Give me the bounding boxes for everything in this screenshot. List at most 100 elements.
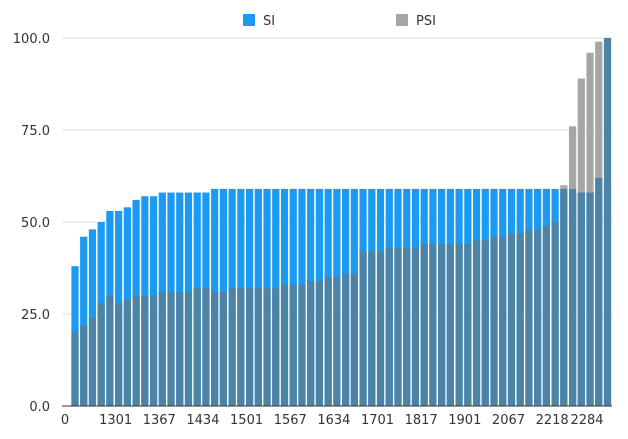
bar-overlap xyxy=(245,288,254,406)
bar-group xyxy=(254,188,262,406)
bar-group xyxy=(342,188,350,406)
bar-overlap xyxy=(586,192,594,406)
bar-overlap xyxy=(158,291,166,406)
bar-overlap xyxy=(394,247,402,406)
bar-overlap xyxy=(88,317,97,406)
bar-overlap xyxy=(307,280,315,406)
bar-overlap xyxy=(507,233,516,406)
bar-group xyxy=(438,188,446,406)
bar-overlap xyxy=(481,240,489,406)
bar-group xyxy=(315,188,324,406)
bar-group xyxy=(394,188,402,406)
bar-overlap xyxy=(132,295,140,406)
bar-group xyxy=(472,188,481,406)
bar-overlap xyxy=(542,225,550,406)
bar-group xyxy=(376,188,385,406)
y-axis: 0.0 25.0 50.0 75.0 100.0 xyxy=(13,32,50,415)
bar-group xyxy=(219,188,228,406)
legend-swatch-psi xyxy=(396,14,408,26)
bar-group xyxy=(359,188,367,406)
bar-overlap xyxy=(376,251,385,406)
bar-overlap xyxy=(472,240,481,406)
bar-si xyxy=(80,236,88,406)
x-tick-label: 2218 xyxy=(536,413,569,428)
bar-overlap xyxy=(106,295,114,406)
bar-overlap xyxy=(385,247,393,406)
bar-group xyxy=(455,188,463,406)
bar-group xyxy=(298,188,306,406)
bar-group xyxy=(228,188,236,406)
bar-group xyxy=(507,188,516,406)
bar-overlap xyxy=(525,229,533,406)
y-tick-label: 75.0 xyxy=(21,124,50,139)
bar-group xyxy=(350,188,358,406)
bar-overlap xyxy=(176,291,184,406)
bar-group xyxy=(411,188,420,406)
bar-overlap xyxy=(228,288,236,406)
bar-group xyxy=(307,188,315,406)
bar-overlap xyxy=(516,233,524,406)
bar-overlap xyxy=(603,38,612,406)
bar-overlap xyxy=(123,299,131,406)
bar-group xyxy=(211,188,219,406)
legend-label-psi: PSI xyxy=(416,14,436,29)
legend-swatch-si xyxy=(243,14,255,26)
bar-group xyxy=(429,188,437,406)
bar-group xyxy=(106,210,114,406)
bar-group xyxy=(577,78,585,406)
bar-group xyxy=(115,210,123,406)
bar-overlap xyxy=(577,192,585,406)
y-tick-label: 100.0 xyxy=(13,32,50,47)
x-tick-label: 1434 xyxy=(186,413,219,428)
bar-overlap xyxy=(272,288,280,406)
x-tick-label: 1701 xyxy=(361,413,394,428)
bar-group xyxy=(534,188,542,406)
bar-overlap xyxy=(298,284,306,406)
bar-overlap xyxy=(263,288,271,406)
bar-group xyxy=(263,188,271,406)
bar-overlap xyxy=(342,273,350,406)
legend-label-si: SI xyxy=(263,14,275,29)
bar-overlap xyxy=(420,244,428,406)
x-tick-label: 2067 xyxy=(492,413,525,428)
bar-overlap xyxy=(202,288,210,406)
bar-overlap xyxy=(568,188,577,406)
x-tick-label: 1301 xyxy=(99,413,132,428)
bar-group xyxy=(403,188,411,406)
bar-group xyxy=(464,188,472,406)
bar-group xyxy=(595,41,603,407)
bar-group xyxy=(167,192,175,406)
bar-overlap xyxy=(237,288,245,406)
bar-overlap xyxy=(446,244,454,406)
bar-overlap xyxy=(464,244,472,406)
bar-group xyxy=(289,188,297,406)
y-tick-label: 50.0 xyxy=(21,216,50,231)
bar-group xyxy=(80,236,88,406)
bar-group xyxy=(420,188,428,406)
bar-group xyxy=(202,192,210,406)
bar-overlap xyxy=(560,188,568,406)
bar-overlap xyxy=(315,280,324,406)
bar-group xyxy=(193,192,201,406)
bar-group xyxy=(385,188,393,406)
bar-group xyxy=(603,38,612,406)
bar-overlap xyxy=(333,277,341,406)
bar-group xyxy=(368,188,376,406)
bar-group xyxy=(158,192,166,406)
bar-group xyxy=(132,199,140,406)
bar-group xyxy=(176,192,184,406)
bar-group xyxy=(184,192,193,406)
x-tick-label: 2284 xyxy=(570,413,603,428)
bar-overlap xyxy=(280,284,289,406)
bar-group xyxy=(490,188,498,406)
bar-group xyxy=(88,229,97,406)
bar-overlap xyxy=(368,251,376,406)
bar-overlap xyxy=(193,288,201,406)
bar-group xyxy=(542,188,550,406)
bar-overlap xyxy=(254,288,262,406)
bar-group xyxy=(280,188,289,406)
x-tick-label: 0 xyxy=(61,413,69,428)
bar-group xyxy=(123,207,131,406)
bar-group xyxy=(149,196,158,406)
